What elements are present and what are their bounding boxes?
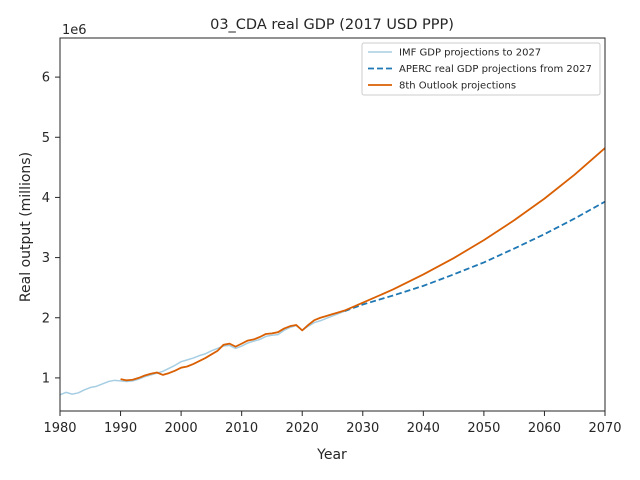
legend-box (361, 42, 601, 96)
x-tick-label: 1980 (43, 421, 76, 436)
x-tick-label: 2050 (467, 421, 500, 436)
y-tick-label: 2 (42, 311, 50, 326)
x-tick-label: 2000 (165, 421, 198, 436)
chart-title: 03_CDA real GDP (2017 USD PPP) (210, 17, 454, 33)
series-line-2 (344, 200, 606, 312)
x-tick-label: 2070 (588, 421, 621, 436)
x-tick-label: 2060 (528, 421, 561, 436)
y-tick-label: 6 (42, 71, 50, 86)
y-axis-label: Real output (millions) (18, 152, 34, 302)
y-offset-label: 1e6 (62, 23, 87, 38)
axes-frame (59, 37, 606, 412)
x-tick-label: 2010 (225, 421, 258, 436)
series-line-1 (59, 310, 345, 396)
x-tick-label: 2040 (407, 421, 440, 436)
x-tick-label: 2020 (286, 421, 319, 436)
plot-area: 1980 1990 2000 2010 2020 2030 2040 2050 2060 2070… (42, 37, 622, 436)
x-tick-label: 1990 (104, 421, 137, 436)
x-tick-label: 2030 (346, 421, 379, 436)
legend: IMF GDP projections to 2027 APERC real GD… (361, 42, 601, 96)
y-tick-label: 4 (42, 191, 50, 206)
y-tick-label: 1 (42, 371, 50, 386)
legend-label: APERC real GDP projections from 2027 (399, 64, 592, 75)
legend-label: IMF GDP projections to 2027 (399, 48, 541, 59)
y-tick-label: 3 (42, 251, 50, 266)
y-tick-label: 5 (42, 131, 50, 146)
series-line-3 (120, 147, 606, 382)
legend-label: 8th Outlook projections (399, 81, 516, 92)
x-axis-label: Year (316, 447, 347, 463)
